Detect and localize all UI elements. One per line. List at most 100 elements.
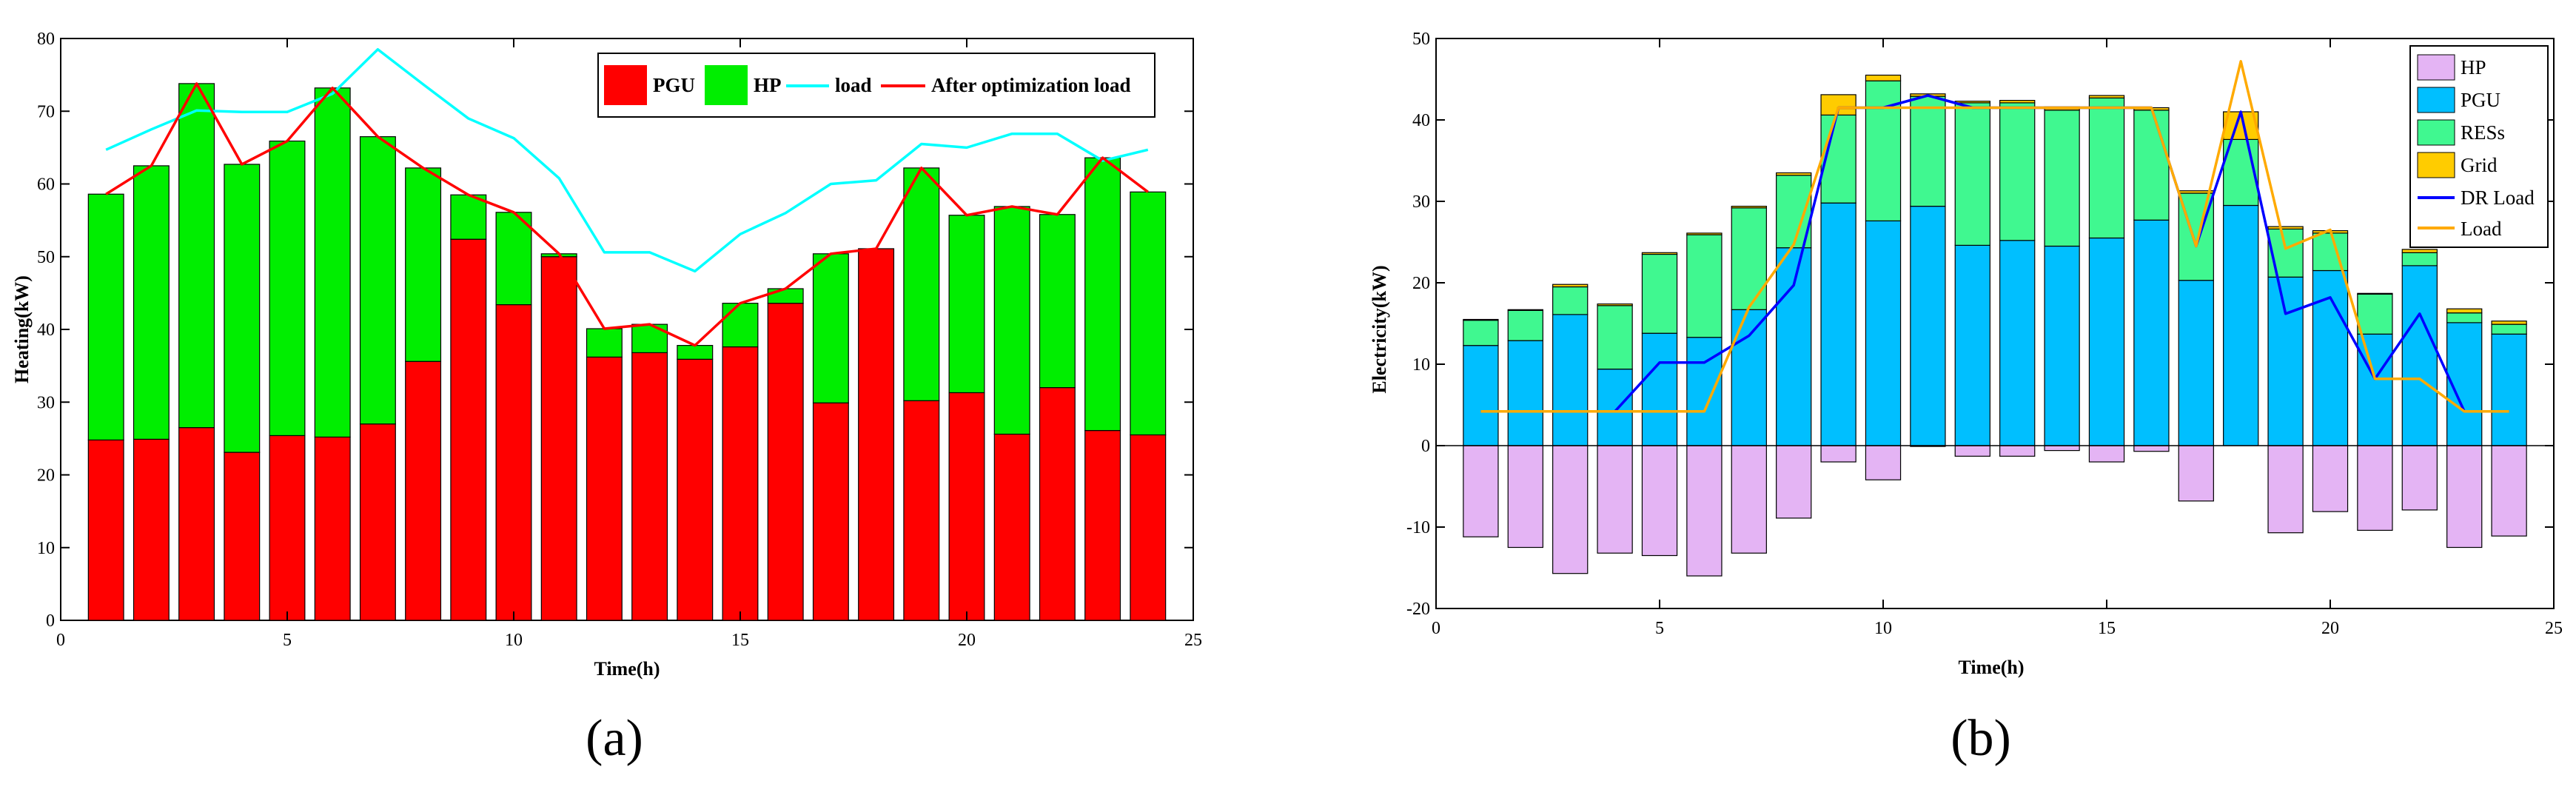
panel-a-x-ticks: 0 5 10 15 20 25: [56, 38, 1202, 650]
bar-ress-t10: [1865, 80, 1902, 221]
panel-a-xlabel: Time(h): [594, 658, 660, 680]
panel-a-bars: [87, 83, 1167, 621]
bar-hp-t6: [1686, 445, 1723, 577]
bar-pgu-t3: [178, 427, 215, 621]
bar-hp-t22: [2401, 445, 2438, 511]
legend-a-pgu-swatch: [604, 65, 647, 105]
bar-hp-t13: [631, 323, 668, 354]
legend-b-load-label: Load: [2461, 218, 2502, 240]
bar-pgu-t5: [1641, 332, 1678, 446]
panel-a-legend-box: [597, 53, 1155, 118]
y-tick-label: 0: [46, 611, 55, 631]
x-tick-label: 15: [2098, 619, 2116, 638]
y-tick-label: 40: [37, 321, 55, 340]
y-tick-label: 30: [37, 393, 55, 412]
bar-hp-t6: [314, 87, 351, 438]
bar-grid-t7: [1731, 206, 1767, 209]
y-tick-label: 20: [1412, 274, 1430, 293]
x-tick-label: 5: [1655, 619, 1664, 638]
panel-b-y-ticks: -20 -10 0 10 20 30 40 50: [1406, 30, 2554, 619]
bar-ress-t15: [2088, 97, 2125, 239]
bar-pgu-t6: [1686, 337, 1723, 446]
bar-grid-t6: [1686, 232, 1723, 235]
bar-grid-t8: [1776, 172, 1812, 176]
bar-hp-t12: [586, 328, 623, 358]
bar-grid-t5: [1641, 252, 1678, 255]
bar-ress-t5: [1641, 253, 1678, 334]
legend-a-after-label: After optimization load: [931, 74, 1130, 96]
bar-pgu-t14: [2044, 245, 2080, 446]
bar-hp-t5: [269, 140, 306, 437]
bar-hp-t1: [87, 193, 124, 440]
bar-pgu-t4: [1597, 369, 1633, 446]
bar-ress-t21: [2357, 293, 2393, 335]
panel-a-chart: 0 10 20 30 40 50 60 70 80 0 5 10 15 20 25 Heating(kW)…: [11, 30, 1202, 767]
bar-ress-t7: [1731, 207, 1767, 310]
bar-ress-t23: [2446, 312, 2483, 323]
bar-pgu-t6: [314, 436, 351, 621]
bar-ress-t3: [1552, 286, 1589, 315]
x-tick-label: 20: [958, 631, 976, 650]
bar-grid-t24: [2491, 321, 2527, 325]
bar-grid-t13: [1999, 100, 2036, 104]
panel-a-y-ticks: 0 10 20 30 40 50 60 70 80: [37, 30, 1193, 631]
bar-grid-t21: [2357, 292, 2393, 295]
bar-pgu-t20: [948, 392, 985, 621]
bar-pgu-t22: [1039, 386, 1076, 621]
bar-pgu-t11: [1910, 206, 1946, 446]
bar-pgu-t18: [2223, 204, 2259, 446]
panel-b-x-ticks: 0 5 10 15 20 25: [1432, 38, 2563, 638]
bar-hp-t14: [2044, 445, 2080, 452]
bar-pgu-t16: [767, 303, 804, 621]
y-tick-label: 10: [1412, 355, 1430, 375]
y-tick-label: 0: [1421, 437, 1430, 456]
bar-grid-t15: [2088, 95, 2125, 98]
bar-hp-t21: [2357, 445, 2393, 532]
bar-hp-t3: [1552, 445, 1589, 574]
bar-hp-t10: [1865, 445, 1902, 480]
bar-ress-t6: [1686, 234, 1723, 338]
legend-b-res-swatch: [2417, 119, 2455, 146]
y-tick-label: 50: [37, 248, 55, 267]
bar-pgu-t7: [359, 423, 396, 621]
bar-pgu-t15: [722, 346, 759, 621]
panel-a-lines: [105, 47, 1149, 347]
bar-pgu-t17: [812, 402, 849, 621]
bar-hp-t24: [1130, 191, 1167, 436]
bar-pgu-t18: [858, 248, 895, 621]
x-tick-label: 10: [1874, 619, 1892, 638]
bar-hp-t21: [993, 206, 1030, 435]
bar-grid-t10: [1865, 74, 1902, 81]
bar-grid-t19: [2267, 226, 2304, 230]
bar-ress-t1: [1463, 320, 1499, 346]
panel-b-xlabel: Time(h): [1958, 657, 2024, 678]
bar-hp-t3: [178, 83, 215, 429]
panel-a-legend: PGU HP load After optimization load: [597, 53, 1155, 118]
bar-pgu-t5: [269, 435, 306, 621]
bar-pgu-t1: [1463, 345, 1499, 446]
bar-hp-t2: [1507, 445, 1543, 549]
x-tick-label: 0: [1432, 619, 1440, 638]
bar-pgu-t9: [1820, 202, 1856, 446]
bar-ress-t14: [2044, 110, 2080, 247]
bar-pgu-t7: [1731, 309, 1767, 446]
bar-pgu-t21: [993, 433, 1030, 621]
line-load: [1480, 60, 2509, 413]
bar-pgu-t13: [631, 352, 668, 621]
bar-pgu-t2: [1507, 340, 1543, 446]
y-tick-label: 30: [1412, 192, 1430, 212]
bar-pgu-t24: [2491, 333, 2527, 446]
bar-grid-t22: [2401, 249, 2438, 253]
bar-pgu-t16: [2133, 219, 2170, 446]
x-tick-label: 20: [2321, 619, 2339, 638]
bar-pgu-t24: [1130, 434, 1167, 621]
bar-pgu-t3: [1552, 314, 1589, 446]
bar-hp-t24: [2491, 445, 2527, 537]
x-tick-label: 10: [505, 631, 523, 650]
panel-a-ylabel: Heating(kW): [11, 275, 33, 383]
y-tick-label: 10: [37, 539, 55, 558]
bar-hp-t17: [2178, 445, 2214, 502]
y-tick-label: 20: [37, 466, 55, 486]
